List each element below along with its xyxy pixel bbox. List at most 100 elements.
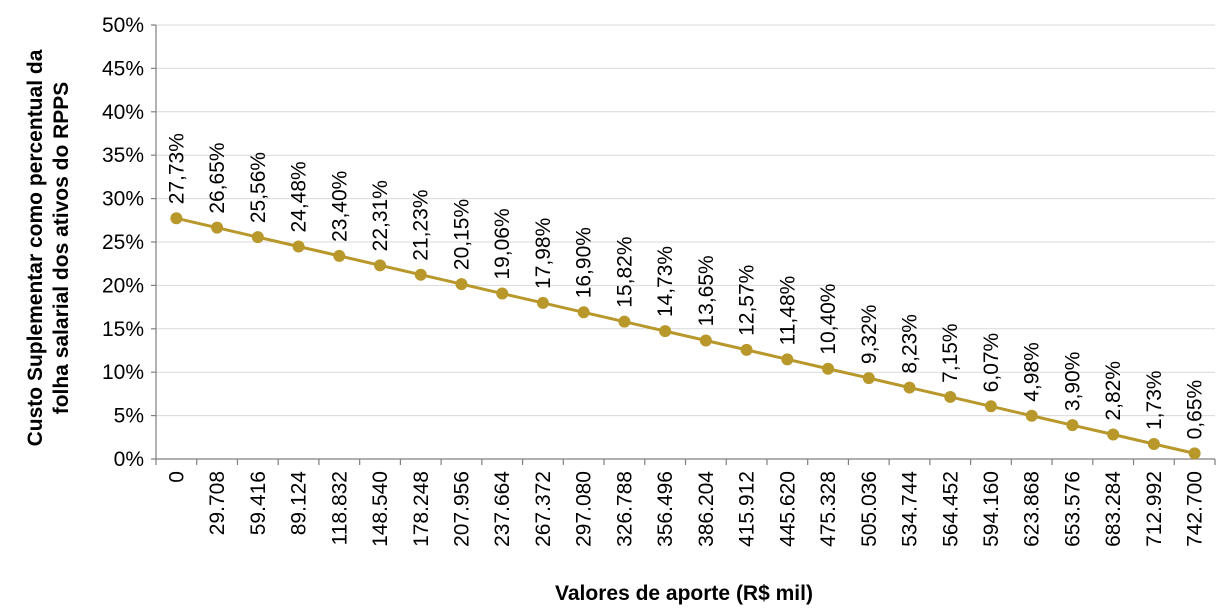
x-tick-label: 445.620 — [776, 471, 799, 547]
x-axis-title: Valores de aporte (R$ mil) — [555, 582, 813, 605]
data-point — [170, 212, 183, 225]
x-tick-label: 623.868 — [1021, 471, 1044, 547]
data-label: 6,07% — [980, 333, 1003, 393]
x-tick-label: 297.080 — [573, 471, 596, 547]
data-label: 9,32% — [858, 305, 881, 365]
data-point — [1066, 419, 1079, 432]
x-tick-label: 564.452 — [939, 471, 962, 547]
x-tick-label: 534.744 — [899, 471, 922, 547]
data-point — [536, 296, 549, 309]
data-label: 12,57% — [736, 265, 759, 336]
x-tick-label: 712.992 — [1143, 471, 1166, 547]
x-tick-label: 237.664 — [491, 471, 514, 547]
data-point — [699, 334, 712, 347]
x-tick-label: 0 — [165, 471, 188, 483]
y-axis-title-line-1: Custo Suplementar como percentual da — [24, 49, 47, 446]
y-axis-title: Custo Suplementar como percentual da fol… — [24, 49, 73, 446]
x-tick-label: 742.700 — [1184, 471, 1207, 547]
data-point — [862, 372, 875, 385]
data-point — [251, 231, 264, 244]
data-label: 22,31% — [369, 180, 392, 251]
data-point — [292, 240, 305, 253]
y-tick-label: 20% — [102, 274, 144, 297]
data-point — [944, 390, 957, 403]
data-point — [740, 343, 753, 356]
data-label: 24,48% — [288, 161, 311, 232]
data-label: 11,48% — [776, 276, 799, 346]
y-tick-label: 30% — [102, 188, 144, 211]
gridlines — [156, 24, 1215, 417]
data-label: 17,98% — [532, 218, 555, 289]
x-tick-label: 653.576 — [1061, 471, 1084, 547]
y-tick-label: 25% — [102, 231, 144, 254]
x-tick-label: 326.788 — [613, 471, 636, 547]
data-label: 26,65% — [206, 142, 229, 213]
x-tick-labels: 0 29.708 59.416 89.124 118.832 148.540 178.248… — [165, 471, 1206, 547]
data-point — [984, 400, 997, 413]
y-tick-label: 40% — [102, 101, 144, 124]
data-label: 10,40% — [817, 283, 840, 354]
data-label: 8,23% — [899, 314, 922, 374]
data-point — [781, 353, 794, 366]
y-tick-label: 45% — [102, 57, 144, 80]
x-tick-label: 207.956 — [450, 471, 473, 547]
data-label: 21,23% — [410, 189, 433, 260]
data-label: 4,98% — [1021, 342, 1044, 402]
data-point — [414, 268, 427, 281]
y-tick-labels: 0% 5% 10% 15% 20% 25% 30% 35% 40% 45% 50% — [102, 14, 144, 471]
data-point — [903, 381, 916, 394]
series-line — [176, 216, 1195, 455]
y-tick-label: 5% — [114, 405, 144, 428]
data-label: 19,06% — [491, 208, 514, 279]
data-point — [333, 249, 346, 262]
x-tick-label: 415.912 — [736, 471, 759, 547]
y-tick-label: 10% — [102, 361, 144, 384]
data-label: 1,73% — [1143, 370, 1166, 430]
data-point — [211, 221, 224, 234]
x-tick-label: 594.160 — [980, 471, 1003, 547]
y-axis-title-line-2: folha salarial dos ativos do RPPS — [50, 82, 73, 415]
x-tick-label: 89.124 — [288, 471, 311, 536]
data-label: 16,90% — [573, 227, 596, 298]
data-label: 14,73% — [654, 246, 677, 317]
x-tick-label: 148.540 — [369, 471, 392, 547]
data-label: 0,65% — [1184, 380, 1207, 440]
data-point — [374, 259, 387, 272]
series-line-path — [176, 216, 1195, 455]
data-point — [577, 306, 590, 319]
data-point — [1107, 428, 1120, 441]
x-tick-label: 29.708 — [206, 471, 229, 535]
data-point — [618, 315, 631, 328]
x-tick-label: 386.204 — [695, 471, 718, 547]
data-label: 23,40% — [328, 171, 351, 242]
data-point — [1025, 409, 1038, 422]
x-tick-label: 683.284 — [1102, 471, 1125, 547]
data-point — [1147, 437, 1160, 450]
y-tick-label: 15% — [102, 318, 144, 341]
data-label: 3,90% — [1061, 352, 1084, 412]
x-tick-label: 118.832 — [328, 471, 351, 545]
data-label: 7,15% — [939, 323, 962, 383]
axes — [151, 24, 1216, 465]
data-label: 20,15% — [450, 199, 473, 270]
data-label: 15,82% — [613, 236, 636, 307]
data-point — [659, 325, 672, 338]
x-tick-label: 505.036 — [858, 471, 881, 547]
data-point — [496, 287, 509, 300]
x-tick-label: 475.328 — [817, 471, 840, 547]
data-label: 25,56% — [247, 152, 270, 223]
data-point — [822, 362, 835, 375]
data-label: 2,82% — [1102, 361, 1125, 421]
y-tick-label: 50% — [102, 14, 144, 37]
y-tick-label: 35% — [102, 144, 144, 167]
x-tick-label: 59.416 — [247, 471, 270, 535]
data-label: 13,65% — [695, 255, 718, 326]
data-point — [1188, 447, 1201, 460]
data-point — [455, 278, 468, 291]
x-tick-label: 356.496 — [654, 471, 677, 547]
y-tick-label: 0% — [114, 448, 144, 471]
data-points — [170, 212, 1201, 460]
x-tick-label: 267.372 — [532, 471, 555, 547]
